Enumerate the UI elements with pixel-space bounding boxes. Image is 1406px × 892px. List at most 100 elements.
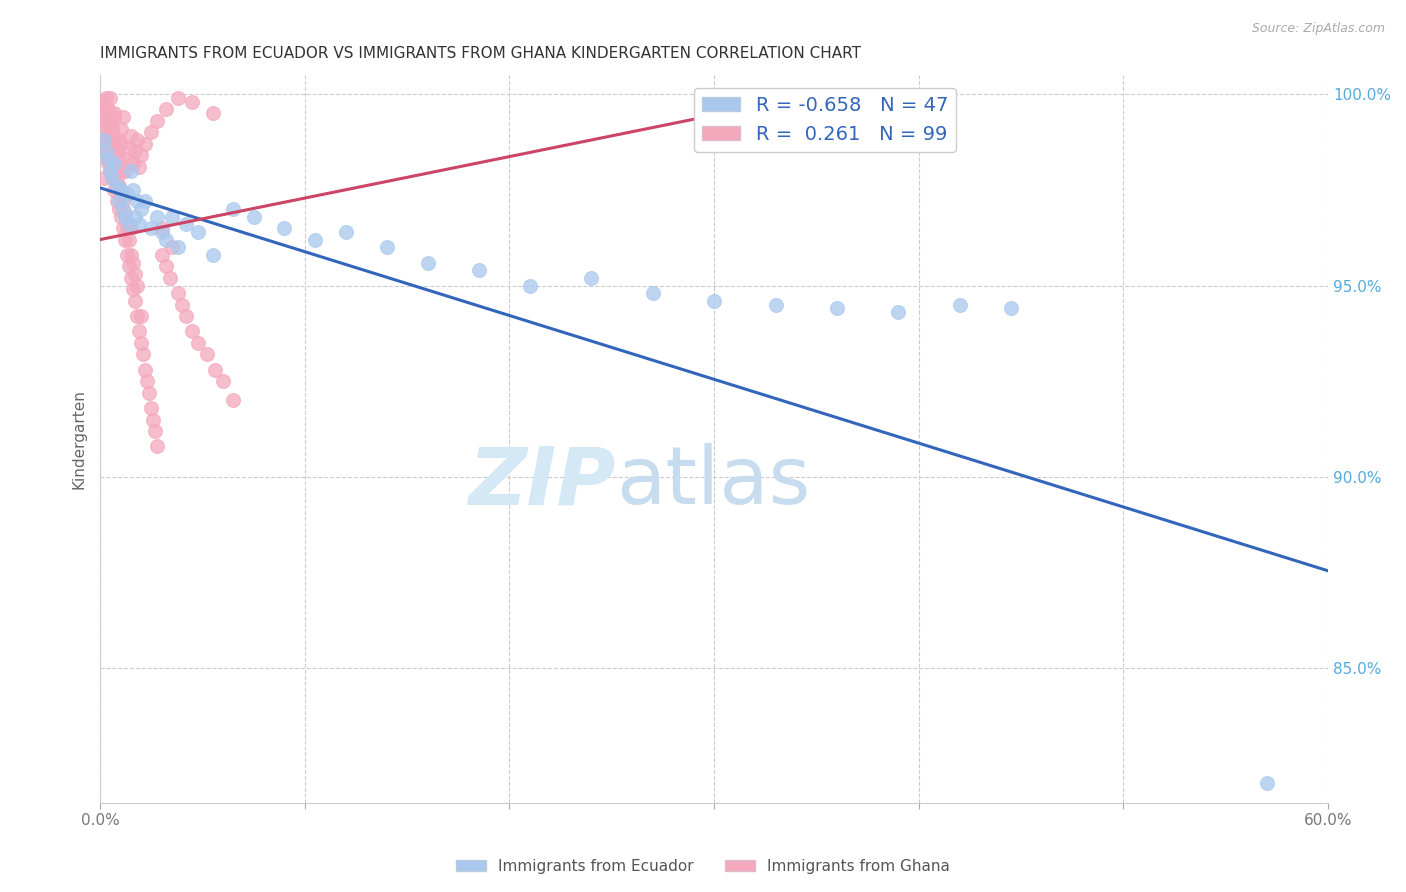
Text: IMMIGRANTS FROM ECUADOR VS IMMIGRANTS FROM GHANA KINDERGARTEN CORRELATION CHART: IMMIGRANTS FROM ECUADOR VS IMMIGRANTS FR… (100, 46, 860, 62)
Point (212, 374, 235, 388)
Point (703, 293, 725, 308)
Point (107, 202, 129, 216)
Point (122, 282, 145, 296)
Point (93, 133, 115, 147)
Point (167, 91, 190, 105)
Point (125, 309, 148, 323)
Point (129, 148, 152, 162)
Point (1256, 776, 1278, 790)
Point (129, 309, 152, 323)
Point (115, 152, 138, 166)
Point (124, 210, 146, 224)
Point (111, 202, 134, 216)
Point (97, 125, 120, 139)
Point (120, 129, 142, 144)
Text: ZIP: ZIP (468, 443, 616, 521)
Point (107, 194, 129, 209)
Point (101, 121, 124, 136)
Point (120, 221, 142, 235)
Point (98, 163, 121, 178)
Point (115, 186, 138, 201)
Point (187, 225, 209, 239)
Point (107, 152, 129, 166)
Point (114, 233, 136, 247)
Point (128, 160, 150, 174)
Point (98, 141, 121, 155)
Point (201, 248, 224, 262)
Point (160, 240, 183, 254)
Point (103, 106, 125, 120)
Point (91, 106, 114, 120)
Point (201, 106, 224, 120)
Point (159, 271, 181, 285)
Point (136, 374, 159, 388)
Point (118, 141, 141, 155)
Point (98, 163, 121, 178)
Y-axis label: Kindergarten: Kindergarten (72, 389, 86, 489)
Point (118, 233, 141, 247)
Point (105, 145, 128, 159)
Point (222, 393, 245, 408)
Point (125, 278, 148, 293)
Point (949, 298, 972, 312)
Point (187, 335, 209, 350)
Point (887, 305, 910, 319)
Point (96, 141, 118, 155)
Point (195, 347, 218, 361)
Point (581, 271, 603, 285)
Point (111, 110, 134, 124)
Point (110, 183, 132, 197)
Point (91, 95, 114, 109)
Text: Source: ZipAtlas.com: Source: ZipAtlas.com (1251, 22, 1385, 36)
Point (111, 221, 134, 235)
Point (114, 163, 136, 178)
Point (304, 233, 326, 247)
Point (98, 91, 121, 105)
Point (118, 260, 141, 274)
Text: atlas: atlas (616, 443, 810, 521)
Point (170, 298, 193, 312)
Point (110, 136, 132, 151)
Point (120, 271, 142, 285)
Point (118, 217, 141, 231)
Point (142, 412, 165, 426)
Point (115, 221, 138, 235)
Point (273, 221, 295, 235)
Point (96, 145, 118, 159)
Point (105, 178, 128, 193)
Point (120, 248, 142, 262)
Point (150, 221, 173, 235)
Point (97, 152, 120, 166)
Point (519, 278, 541, 293)
Point (125, 133, 148, 147)
Point (122, 156, 145, 170)
Point (134, 363, 156, 377)
Point (174, 309, 197, 323)
Point (93, 171, 115, 186)
Point (115, 248, 138, 262)
Point (146, 210, 169, 224)
Point (96, 113, 118, 128)
Point (103, 183, 125, 197)
Point (1000, 301, 1022, 316)
Point (155, 260, 177, 274)
Point (129, 335, 152, 350)
Point (145, 424, 167, 438)
Point (96, 145, 118, 159)
Point (101, 121, 124, 136)
Point (222, 202, 245, 216)
Point (114, 206, 136, 220)
Point (124, 293, 146, 308)
Point (125, 194, 148, 209)
Point (155, 103, 177, 117)
Point (155, 233, 177, 247)
Point (167, 240, 190, 254)
Point (134, 136, 156, 151)
Point (110, 121, 132, 136)
Point (124, 145, 146, 159)
Point (103, 156, 125, 170)
Point (129, 202, 152, 216)
Point (416, 255, 439, 269)
Point (174, 217, 197, 231)
Point (110, 163, 132, 178)
